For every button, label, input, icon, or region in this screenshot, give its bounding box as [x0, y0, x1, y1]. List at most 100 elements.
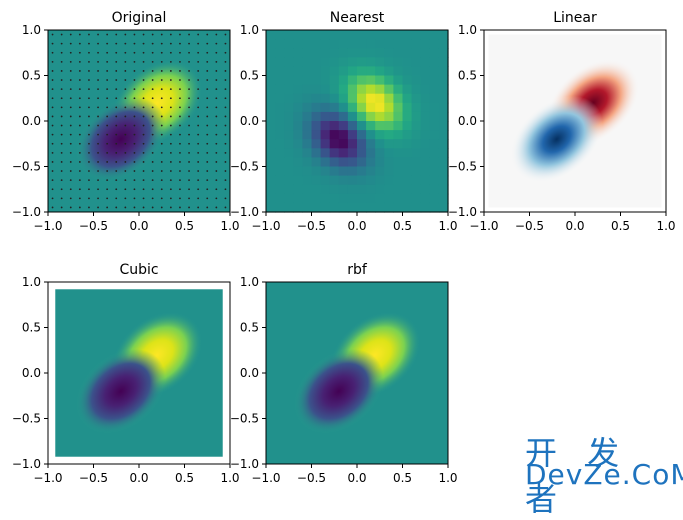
sample-point: [51, 79, 54, 81]
sample-point: [151, 188, 154, 191]
sample-point: [224, 88, 227, 91]
pixel-cell: [375, 130, 385, 140]
sample-point: [88, 97, 90, 100]
x-tick-label: 0.5: [611, 219, 630, 233]
sample-point: [169, 60, 172, 63]
sample-point: [78, 79, 81, 81]
sample-point: [88, 170, 90, 172]
sample-point: [179, 151, 181, 154]
sample-point: [51, 97, 54, 100]
sample-point: [215, 124, 218, 127]
pixel-cell: [366, 121, 376, 131]
pixel-cell: [347, 66, 358, 77]
sample-point: [179, 97, 181, 100]
sample-point: [133, 133, 136, 136]
sample-point: [106, 188, 109, 191]
pixel-cell: [375, 166, 385, 177]
sample-point: [215, 206, 218, 209]
sample-point: [151, 115, 154, 118]
sample-point: [124, 133, 127, 136]
sample-point: [115, 206, 118, 209]
sample-point: [179, 88, 181, 91]
pixel-cell: [311, 75, 322, 86]
sample-point: [224, 142, 227, 145]
sample-point: [115, 60, 118, 63]
pixel-cell: [275, 57, 285, 67]
sample-point: [206, 206, 209, 209]
sample-point: [69, 88, 72, 91]
sample-point: [142, 33, 145, 36]
sample-point: [188, 88, 190, 91]
watermark-en: DevZe.CoM: [525, 458, 683, 491]
pixel-cell: [402, 157, 413, 168]
pixel-cell: [347, 102, 358, 113]
sample-point: [197, 188, 200, 191]
sample-point: [60, 161, 63, 163]
pixel-cell: [311, 202, 322, 213]
trough-lobe: [510, 95, 603, 183]
pixel-cell: [311, 48, 322, 58]
pixel-cell: [284, 30, 294, 40]
pixel-cell: [329, 57, 340, 67]
sample-point: [69, 188, 72, 191]
pixel-cell: [393, 66, 404, 77]
sample-point: [115, 51, 118, 54]
pixel-cell: [384, 111, 394, 122]
y-tick-label: 0.0: [240, 366, 259, 380]
pixel-cell: [347, 75, 358, 86]
sample-point: [197, 161, 200, 163]
pixel-cell: [438, 202, 449, 213]
sample-point: [78, 70, 81, 72]
panel-original: Original −1.0−1.0 −0.5 −0.5 0.0 0.0 0.5 0.5 1.0 1…: [12, 10, 240, 233]
pixel-cell: [429, 39, 440, 49]
y-tick-label: −0.5: [230, 412, 259, 426]
panel-title: Nearest: [330, 10, 385, 26]
sample-point: [124, 33, 127, 36]
sample-point: [78, 51, 81, 54]
sample-point: [60, 170, 63, 172]
pixel-cell: [429, 202, 440, 213]
pixel-cell: [411, 30, 422, 40]
pixel-cell: [320, 93, 331, 104]
pixel-cell: [302, 57, 313, 67]
pixel-cell: [275, 202, 285, 213]
pixel-cell: [420, 75, 431, 86]
sample-point: [142, 151, 145, 154]
sample-point: [88, 106, 90, 109]
sample-point: [197, 33, 200, 36]
sample-point: [224, 179, 227, 182]
sample-point: [160, 197, 163, 200]
sample-point: [88, 188, 90, 191]
sample-point: [215, 88, 218, 91]
pixel-cell: [438, 148, 449, 158]
pixel-cell: [357, 130, 367, 140]
sample-point: [197, 197, 200, 200]
pixel-cell: [393, 166, 404, 177]
pixel-cell: [329, 75, 340, 86]
pixel-cell: [293, 148, 303, 158]
sample-point: [124, 188, 127, 191]
sample-point: [142, 142, 145, 145]
sample-point: [142, 188, 145, 191]
pixel-cell: [411, 166, 422, 177]
trough-lobe: [76, 96, 166, 182]
pixel-cell: [284, 130, 294, 140]
panel-rbf: rbf −1.0−1.0 −0.5 −0.5 0.0 0.0 0.5 0.5 1.0 1.0: [230, 262, 458, 485]
sample-point: [97, 188, 99, 191]
pixel-cell: [266, 75, 276, 86]
sample-point: [160, 151, 163, 154]
sample-point: [179, 60, 181, 63]
sample-point: [69, 42, 72, 45]
pixel-cell: [420, 166, 431, 177]
sample-point: [88, 115, 90, 118]
sample-point: [106, 70, 109, 72]
pixel-cell: [438, 93, 449, 104]
pixel-cell: [266, 39, 276, 49]
sample-point: [188, 124, 190, 127]
pixel-cell: [293, 111, 303, 122]
sample-point: [197, 51, 200, 54]
sample-point: [78, 42, 81, 45]
pixel-cell: [329, 166, 340, 177]
sample-point: [215, 151, 218, 154]
pixel-cell: [429, 84, 440, 95]
